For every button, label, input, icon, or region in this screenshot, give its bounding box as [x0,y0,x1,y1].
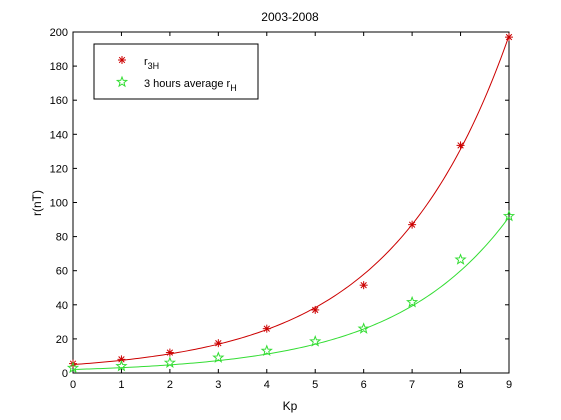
marker-stroke [360,282,367,289]
data-point-average-rh [357,322,370,334]
data-point-r3h [262,324,271,333]
data-point-r3h [359,281,368,290]
legend-marker-average-rh [115,75,129,88]
x-tick-label: 7 [409,379,415,391]
fit-curve-average-rh [72,216,510,370]
y-tick-label: 200 [50,27,68,39]
data-point-r3h [311,305,320,314]
y-tick-label: 0 [62,368,68,380]
data-point-r3h [456,141,465,150]
legend-label-r3h-sub: 3H [148,61,160,71]
data-point-average-rh [163,356,176,368]
marker-stroke [457,142,464,149]
x-tick-label: 0 [70,379,76,391]
y-tick-label: 120 [50,163,68,175]
x-tick-label: 2 [167,379,173,391]
data-point-average-rh [406,295,419,308]
legend-box [93,43,259,100]
legend-label-average-rh: 3 hours average rH [144,78,237,93]
x-tick-label: 8 [457,379,463,391]
marker-stroke [215,339,222,347]
legend-marker-r3h-symbol [118,56,126,64]
y-axis-label: r(nT) [30,190,44,216]
x-tick-label: 3 [215,379,221,391]
data-point-average-rh [454,253,467,265]
data-point-average-rh [260,344,273,357]
y-tick-label: 20 [56,334,68,346]
data-point-r3h [214,339,223,348]
legend-label-r3h: r3H [144,56,159,71]
legend-marker-average-rh-symbol [115,75,129,88]
data-point-r3h [165,348,174,357]
legend: r3H 3 hours average rH [93,43,259,100]
legend-label-r3h-main: r [144,56,148,68]
x-tick-label: 5 [312,379,318,391]
x-tick-label: 4 [264,379,270,391]
y-tick-label: 60 [56,266,68,278]
marker-stroke [166,349,174,356]
data-point-r3h [505,33,513,42]
legend-marker-r3h [118,56,126,64]
data-point-average-rh [502,209,516,222]
axis-ticks: 0 1 2 3 4 5 6 7 8 9 0 20 40 60 80 100 120 140 160 180 200 [50,27,512,391]
marker-stroke [505,33,513,41]
data-point-average-rh [115,359,128,372]
chart-title: 2003-2008 [261,10,319,24]
x-tick-label: 6 [361,379,367,391]
y-tick-label: 40 [56,300,68,312]
marker-stroke [118,56,126,64]
y-tick-label: 140 [50,129,68,141]
fit-curve-r3h [72,35,510,366]
marker-stroke [263,325,270,332]
y-tick-label: 100 [50,198,68,210]
legend-label-average-rh-main: 3 hours average r [144,78,231,90]
data-point-average-rh [309,335,322,347]
x-axis-label: Kp [283,399,298,413]
y-tick-label: 180 [50,61,68,73]
data-point-r3h [408,220,417,229]
x-tick-label: 1 [118,379,124,391]
x-tick-label: 9 [506,379,512,391]
marker-stroke [118,356,125,363]
y-tick-label: 160 [50,95,68,107]
marker-stroke [312,306,319,314]
data-point-average-rh [66,361,80,374]
y-tick-label: 80 [56,232,68,244]
series-layer [66,33,516,374]
data-point-average-rh [212,351,225,363]
marker-stroke [408,221,416,228]
legend-label-average-rh-sub: H [230,83,237,93]
